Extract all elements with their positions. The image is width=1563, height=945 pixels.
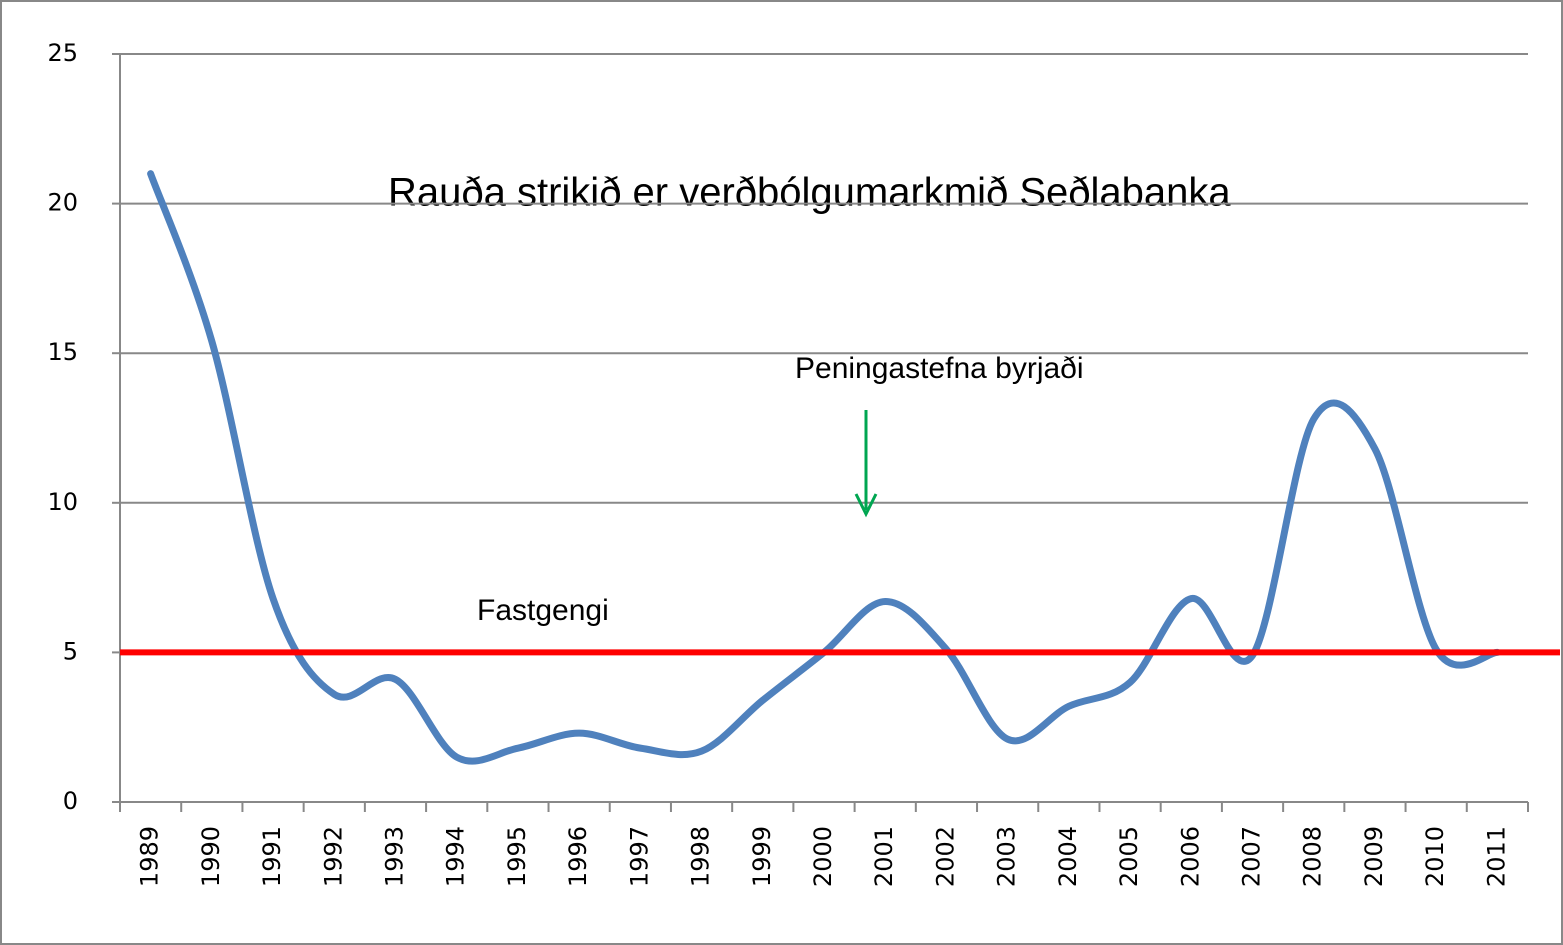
y-tick-label: 20	[47, 189, 78, 217]
x-tick-label: 1990	[197, 826, 225, 887]
x-tick-label: 1994	[442, 826, 470, 887]
x-tick-label: 2005	[1115, 826, 1143, 887]
x-tick-label: 1992	[319, 826, 347, 887]
x-tick-label: 1999	[748, 826, 776, 887]
x-tick-label: 2010	[1421, 826, 1449, 887]
x-tick-label: 2000	[809, 826, 837, 887]
x-tick-label: 2006	[1176, 826, 1204, 887]
y-tick-label: 5	[63, 637, 78, 665]
annotation: Rauða strikið er verðbólgumarkmið Seðlab…	[388, 171, 1231, 215]
x-tick-label: 1998	[687, 826, 715, 887]
line-series	[147, 170, 1501, 765]
y-tick-label: 10	[47, 488, 78, 516]
x-tick-label: 1991	[258, 826, 286, 887]
x-tick-label: 2003	[993, 826, 1021, 887]
x-tick-label: 1996	[564, 826, 592, 887]
x-tick-label: 2007	[1238, 826, 1266, 887]
y-tick-label: 0	[63, 787, 78, 815]
annotation: Peningastefna byrjaði	[795, 352, 1084, 385]
x-tick-label: 2011	[1482, 826, 1510, 887]
x-tick-label: 1993	[380, 826, 408, 887]
x-tick-label: 2008	[1299, 826, 1327, 887]
x-tick-label: 1997	[625, 826, 653, 887]
x-tick-label: 2002	[931, 826, 959, 887]
annotation: Fastgengi	[477, 594, 609, 627]
x-tick-label: 2004	[1054, 826, 1082, 887]
x-tick-label: 2009	[1360, 826, 1388, 887]
y-tick-label: 25	[47, 39, 78, 67]
arrow-head	[854, 493, 878, 518]
x-tick-label: 1989	[136, 826, 164, 887]
x-tick-label: 2001	[870, 826, 898, 887]
x-tick-label: 1995	[503, 826, 531, 887]
y-tick-label: 15	[47, 338, 78, 366]
